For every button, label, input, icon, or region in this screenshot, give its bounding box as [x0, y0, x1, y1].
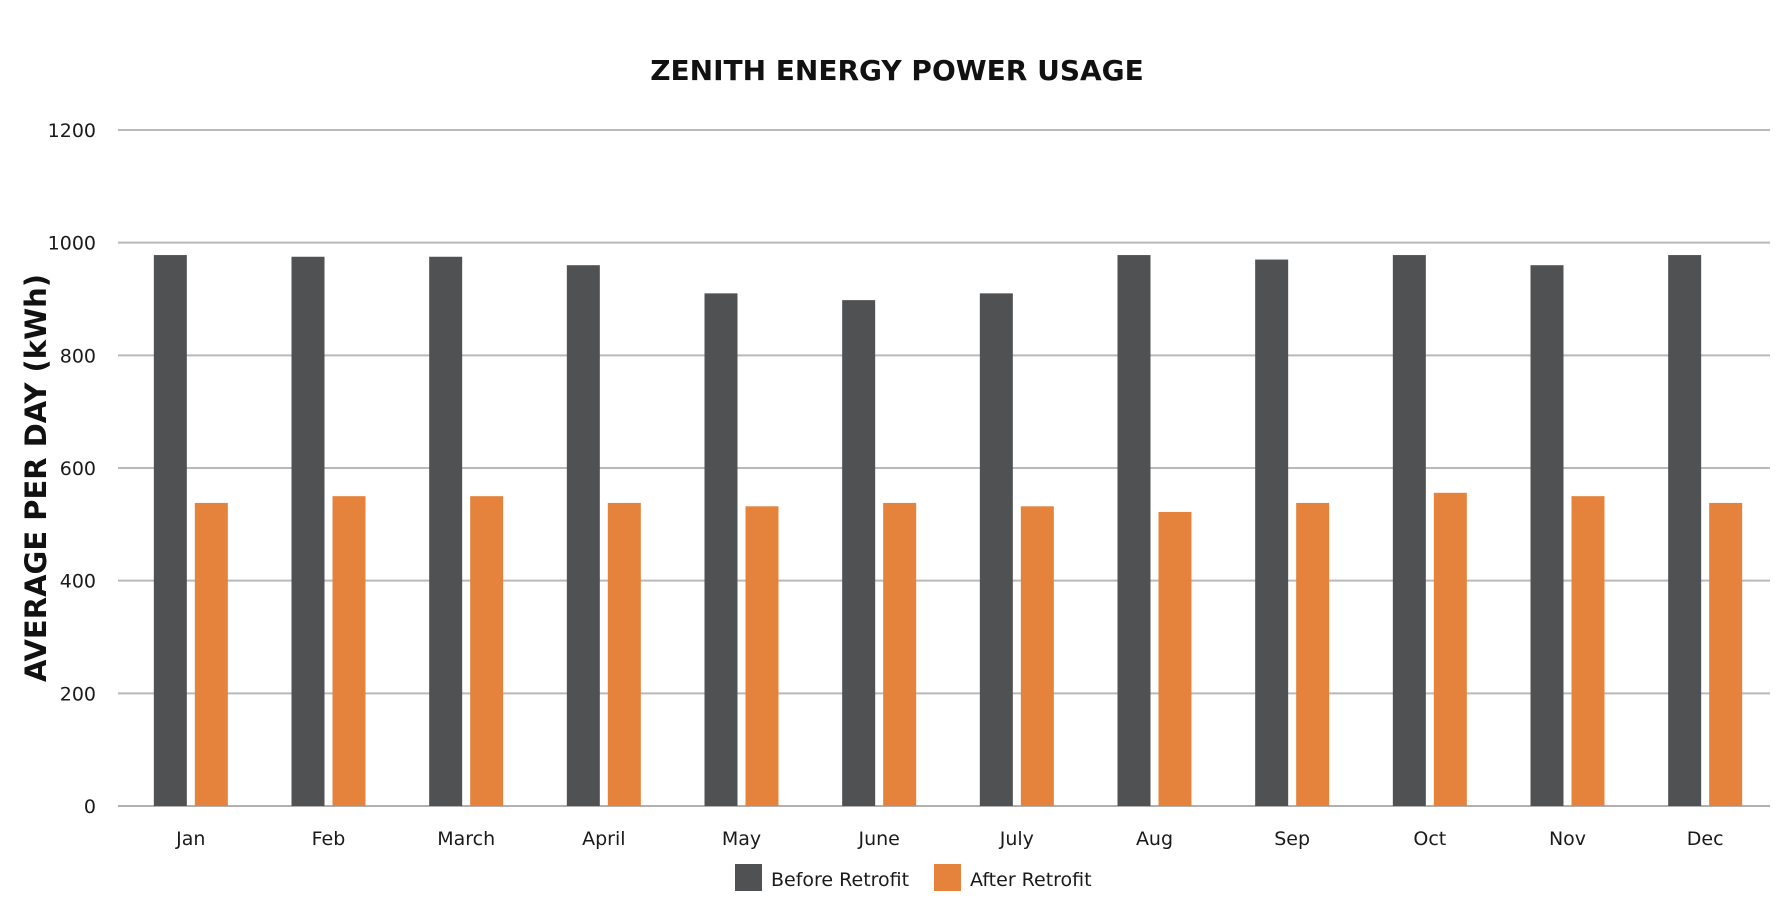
legend: Before Retrofit After Retrofit	[735, 864, 1092, 891]
x-tick-label: June	[857, 828, 899, 850]
bar-before-retrofit	[1392, 255, 1426, 806]
y-tick-label: 800	[60, 345, 96, 367]
bar-after-retrofit	[1020, 506, 1054, 806]
bar-after-retrofit	[1571, 496, 1605, 806]
legend-label-after-retrofit: After Retrofit	[970, 869, 1092, 891]
grid-lines	[118, 129, 1770, 807]
y-axis-label: AVERAGE PER DAY (kWh)	[19, 274, 53, 682]
bar-before-retrofit	[1668, 255, 1702, 806]
x-tick-label: April	[582, 828, 625, 850]
bar-after-retrofit	[470, 496, 504, 806]
x-tick-label: July	[999, 828, 1034, 850]
bar-before-retrofit	[566, 265, 600, 806]
y-tick-label: 400	[60, 571, 96, 593]
bar-before-retrofit	[153, 255, 187, 806]
x-tick-label: Jan	[175, 828, 205, 850]
x-tick-label: Sep	[1274, 828, 1310, 850]
bar-after-retrofit	[607, 502, 641, 806]
bar-after-retrofit	[1709, 502, 1743, 806]
x-tick-label: Nov	[1549, 828, 1586, 850]
bar-after-retrofit	[332, 496, 366, 806]
y-tick-label: 1200	[48, 120, 96, 142]
chart-title: ZENITH ENERGY POWER USAGE	[650, 54, 1144, 87]
y-tick-label: 200	[60, 683, 96, 705]
bar-before-retrofit	[842, 300, 876, 806]
bar-after-retrofit	[883, 502, 917, 806]
y-tick-label: 600	[60, 458, 96, 480]
x-tick-label: Dec	[1687, 828, 1724, 850]
y-tick-label: 1000	[48, 233, 96, 255]
bar-before-retrofit	[704, 293, 738, 806]
legend-label-before-retrofit: Before Retrofit	[771, 869, 909, 891]
x-axis-ticks: Jan Feb March April May June July Aug Sep Oct Nov D…	[175, 828, 1723, 850]
bars	[153, 255, 1743, 807]
y-tick-label: 0	[84, 796, 96, 818]
bar-before-retrofit	[979, 293, 1013, 806]
bar-before-retrofit	[1255, 259, 1289, 807]
bar-before-retrofit	[291, 256, 325, 806]
legend-swatch-after-retrofit	[934, 864, 961, 891]
bar-after-retrofit	[1433, 492, 1467, 806]
bar-after-retrofit	[1158, 511, 1192, 806]
x-tick-label: May	[722, 828, 761, 850]
x-tick-label: Aug	[1136, 828, 1173, 850]
bar-after-retrofit	[1296, 502, 1330, 806]
x-tick-label: March	[437, 828, 495, 850]
x-tick-label: Oct	[1413, 828, 1446, 850]
bar-after-retrofit	[194, 502, 228, 806]
bar-after-retrofit	[745, 506, 779, 806]
bar-before-retrofit	[1530, 265, 1564, 806]
bar-before-retrofit	[1117, 255, 1151, 806]
x-tick-label: Feb	[312, 828, 346, 850]
bar-before-retrofit	[429, 256, 463, 806]
legend-swatch-before-retrofit	[735, 864, 762, 891]
y-axis-ticks: 0 200 400 600 800 1000 1200	[48, 120, 96, 818]
